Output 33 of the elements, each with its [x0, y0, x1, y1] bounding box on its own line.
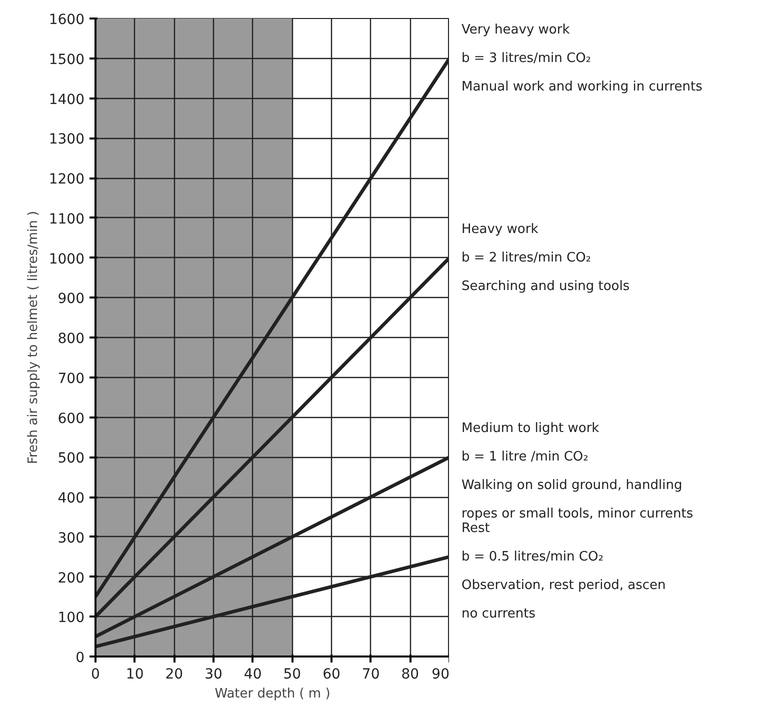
x-tick-label: 50 [283, 666, 302, 682]
x-tick-label: 80 [401, 666, 420, 682]
y-tick-label: 100 [58, 610, 85, 626]
y-tick-label: 1100 [48, 211, 85, 228]
y-tick-label: 1600 [48, 12, 85, 28]
y-tick-label: 1400 [48, 92, 85, 108]
y-axis-title: Fresh air supply to helmet ( litres/min ) [26, 210, 41, 464]
x-tick-label: 20 [165, 666, 184, 682]
y-tick-label: 1500 [48, 52, 85, 68]
x-tick-label: 70 [362, 666, 380, 682]
text: Rest b = 0.5 litres/min CO₂ Observation, rest period, ascen no currents [462, 520, 666, 622]
text: Heavy work b = 2 litres/min CO₂ Searching and using tools [462, 222, 630, 294]
y-tick-label: 1300 [48, 132, 85, 148]
x-tick-label: 40 [244, 666, 262, 682]
y-tick-label: 0 [76, 650, 85, 666]
y-tick-label: 600 [58, 410, 85, 427]
text: Medium to light work b = 1 litre /min CO₂ Walking on solid ground, handling ropes or small tools, minor currents [462, 421, 694, 522]
x-tick-label: 10 [126, 666, 144, 682]
y-tick-label: 1200 [48, 172, 85, 188]
text: Very heavy work b = 3 litres/min CO₂ Manual work and working in currents [462, 22, 703, 94]
x-tick-label: 30 [204, 666, 222, 682]
y-tick-label: 500 [58, 450, 85, 467]
x-axis-title: Water depth ( m ) [214, 686, 330, 702]
x-tick-label: 90 [432, 666, 450, 682]
y-tick-label: 900 [58, 291, 85, 308]
y-tick-label: 400 [58, 490, 85, 506]
y-tick-label: 200 [58, 570, 85, 586]
x-tick-label: 0 [91, 666, 100, 682]
y-tick-label: 300 [58, 530, 85, 546]
y-tick-label: 800 [58, 331, 85, 347]
y-tick-label: 1000 [48, 251, 85, 268]
x-tick-label: 60 [322, 666, 340, 682]
y-tick-label: 700 [58, 370, 85, 387]
